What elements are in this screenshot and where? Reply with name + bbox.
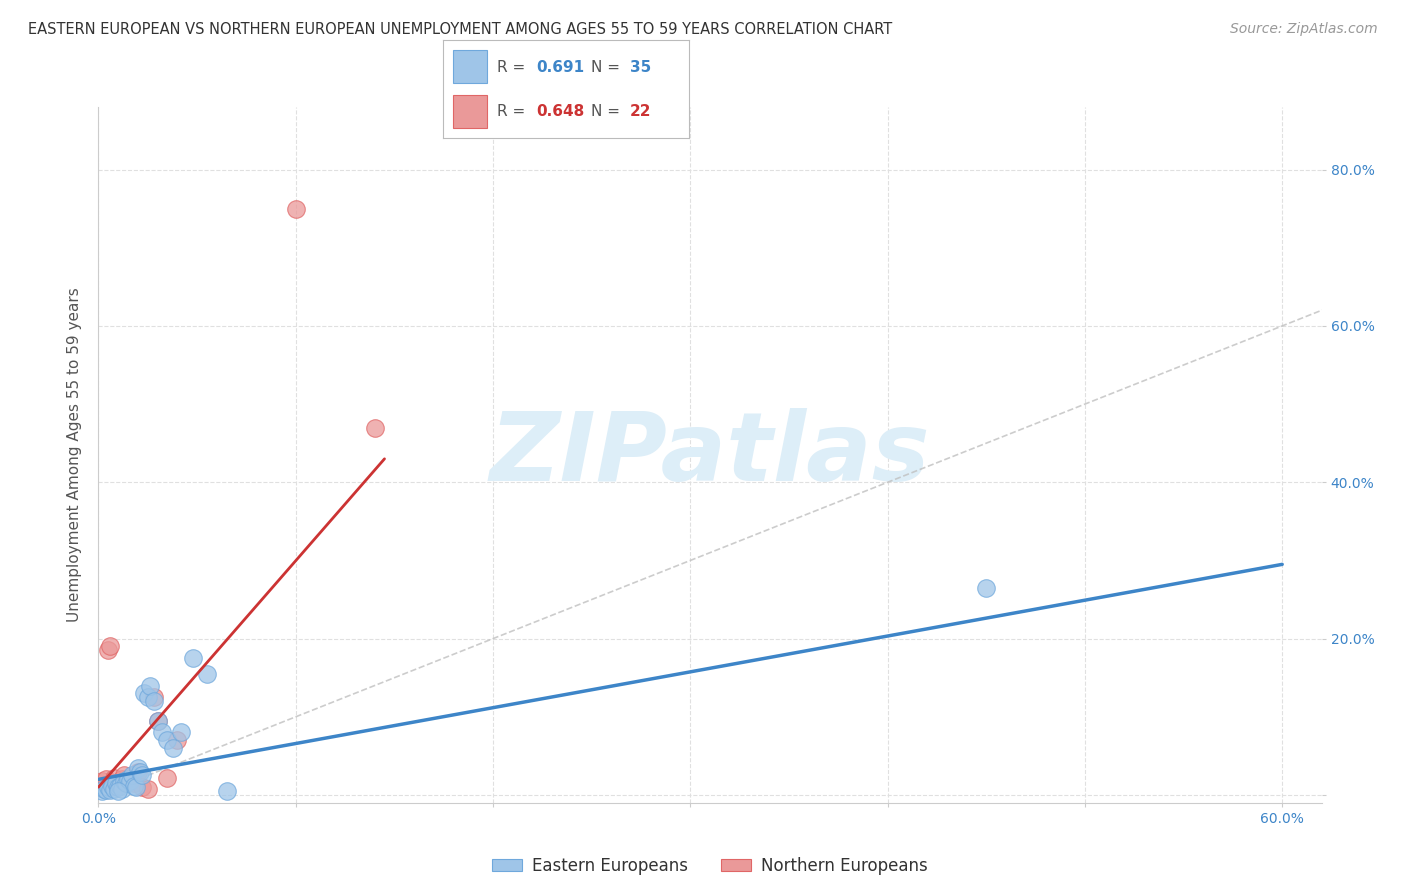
Point bbox=[117, 772, 139, 787]
Point bbox=[111, 772, 134, 787]
Point bbox=[363, 420, 385, 434]
Text: 0.648: 0.648 bbox=[537, 103, 585, 119]
Point bbox=[131, 768, 153, 782]
Text: N =: N = bbox=[591, 103, 624, 119]
Point bbox=[127, 761, 149, 775]
Point bbox=[112, 768, 135, 782]
Point bbox=[96, 772, 118, 787]
Point bbox=[284, 202, 307, 216]
Point bbox=[195, 666, 218, 681]
Point bbox=[156, 733, 179, 747]
Point bbox=[122, 779, 145, 793]
Point bbox=[150, 725, 173, 739]
Point bbox=[125, 780, 148, 794]
Point bbox=[170, 725, 193, 739]
Text: 0.691: 0.691 bbox=[537, 60, 585, 75]
Text: 22: 22 bbox=[630, 103, 651, 119]
Point bbox=[101, 779, 124, 793]
Point bbox=[118, 773, 141, 788]
Legend: Eastern Europeans, Northern Europeans: Eastern Europeans, Northern Europeans bbox=[485, 850, 935, 881]
Point bbox=[115, 776, 138, 790]
Point bbox=[97, 643, 120, 657]
Point bbox=[146, 714, 169, 728]
Point bbox=[162, 741, 184, 756]
Text: EASTERN EUROPEAN VS NORTHERN EUROPEAN UNEMPLOYMENT AMONG AGES 55 TO 59 YEARS COR: EASTERN EUROPEAN VS NORTHERN EUROPEAN UN… bbox=[28, 22, 893, 37]
Point bbox=[138, 679, 160, 693]
Point bbox=[112, 773, 135, 788]
Point bbox=[142, 690, 165, 705]
Point bbox=[118, 771, 141, 785]
Point bbox=[98, 640, 121, 654]
Point bbox=[101, 776, 124, 790]
Text: ZIPatlas: ZIPatlas bbox=[489, 409, 931, 501]
Point bbox=[103, 781, 125, 796]
Point bbox=[111, 781, 134, 796]
Bar bbox=[453, 95, 486, 128]
Point bbox=[93, 781, 115, 796]
Point bbox=[96, 783, 118, 797]
Point bbox=[181, 651, 204, 665]
Point bbox=[97, 780, 120, 794]
Point bbox=[121, 768, 143, 782]
Point bbox=[128, 764, 150, 779]
Point bbox=[91, 784, 114, 798]
Y-axis label: Unemployment Among Ages 55 to 59 years: Unemployment Among Ages 55 to 59 years bbox=[66, 287, 82, 623]
Point bbox=[107, 780, 129, 794]
Bar bbox=[453, 50, 486, 83]
Text: N =: N = bbox=[591, 60, 624, 75]
Point bbox=[105, 776, 128, 790]
Point bbox=[136, 781, 159, 796]
Point bbox=[166, 733, 188, 747]
Point bbox=[215, 784, 238, 798]
Point bbox=[108, 779, 131, 793]
Text: 35: 35 bbox=[630, 60, 651, 75]
Point bbox=[142, 694, 165, 708]
Point bbox=[91, 773, 114, 788]
Point bbox=[107, 784, 129, 798]
Point bbox=[122, 776, 145, 790]
Point bbox=[974, 581, 997, 595]
Point bbox=[105, 779, 128, 793]
Text: Source: ZipAtlas.com: Source: ZipAtlas.com bbox=[1230, 22, 1378, 37]
Text: R =: R = bbox=[498, 103, 530, 119]
Point bbox=[107, 776, 129, 790]
Text: R =: R = bbox=[498, 60, 530, 75]
Point bbox=[156, 771, 179, 785]
Point bbox=[127, 764, 149, 779]
Point bbox=[131, 780, 153, 794]
Point bbox=[117, 773, 139, 788]
Point bbox=[98, 782, 121, 797]
Point bbox=[136, 690, 159, 705]
Point bbox=[132, 686, 155, 700]
Point bbox=[146, 714, 169, 728]
Point bbox=[103, 771, 125, 785]
